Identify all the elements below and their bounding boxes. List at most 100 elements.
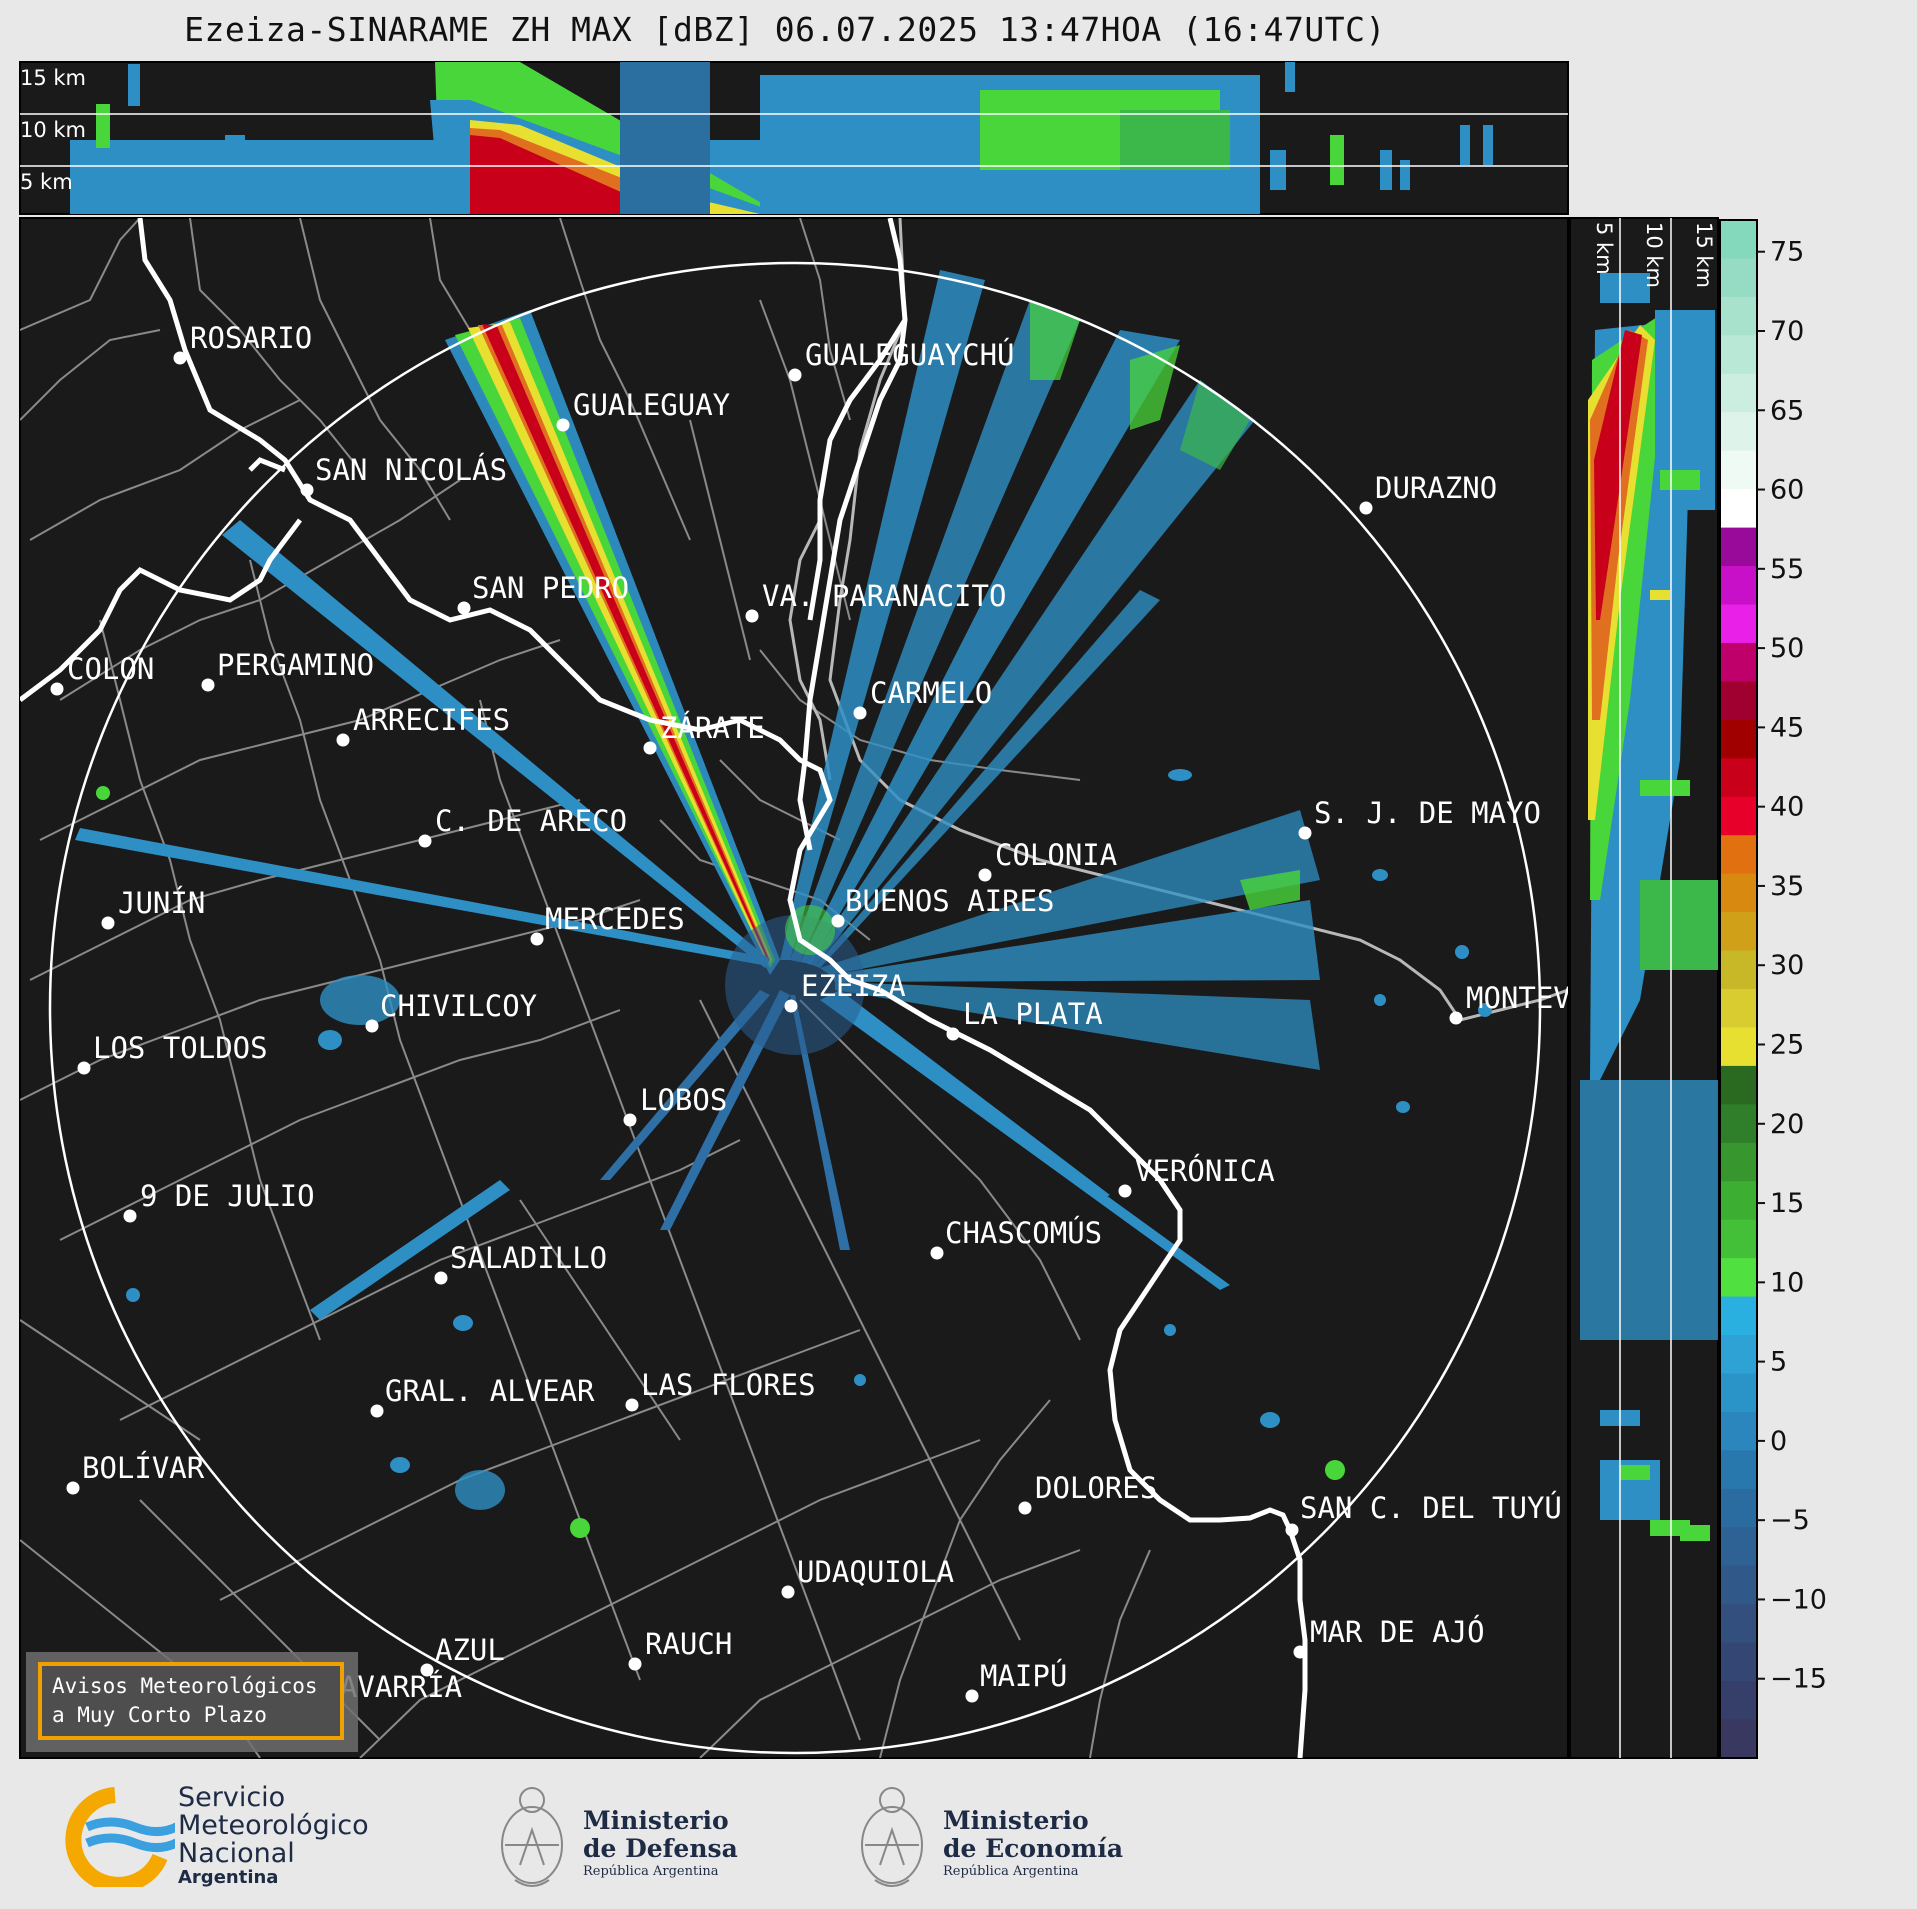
colorbar-segment [1720,1065,1757,1105]
city-label: VERÓNICA [1135,1154,1275,1188]
side-altitude-panel: 5 km 10 km 15 km [1569,217,1719,1759]
smn-line-1: Servicio [178,1782,286,1813]
city-label: BOLÍVAR [82,1451,205,1485]
city-marker [365,1019,379,1033]
coast-line [828,218,1568,1022]
colorbar-segment [1720,642,1757,682]
notice-line-2: a Muy Corto Plazo [52,1703,267,1727]
page-title: Ezeiza-SINARAME ZH MAX [dBZ] 06.07.2025 … [184,10,1386,49]
colorbar-segment [1720,1335,1757,1375]
city-marker [556,418,570,432]
city-label: LAS FLORES [641,1368,816,1402]
side-alt-label-5: 5 km [1592,222,1616,275]
colorbar-tick-label: −10 [1770,1584,1827,1615]
city-marker [77,1061,91,1075]
defensa-line-2: de Defensa [583,1834,738,1863]
colorbar-segment [1720,220,1757,260]
radar-figure: 15 km 10 km 5 km [19,61,1827,1759]
economia-shield-icon [861,1787,923,1887]
colorbar-tick-label: 10 [1770,1267,1804,1298]
city-label: S. J. DE MAYO [1314,796,1541,830]
colorbar-tick-label: 60 [1770,475,1804,506]
city-label: JUNÍN [118,886,205,920]
city-marker [643,741,657,755]
city-label: CHIVILCOY [380,989,537,1023]
side-alt-label-15: 15 km [1692,222,1716,288]
city-label: LOS TOLDOS [93,1031,268,1065]
colorbar-segment [1720,989,1757,1029]
colorbar-segment [1720,412,1757,452]
city-marker [625,1398,639,1412]
defensa-line-1: Ministerio [583,1806,729,1835]
city-marker [853,706,867,720]
city-marker [336,733,350,747]
city-marker [930,1246,944,1260]
city-label: C. DE ARECO [435,804,627,838]
defensa-name: Ministerio de Defensa República Argentin… [583,1807,738,1881]
city-marker [123,1209,137,1223]
colorbar-segment [1720,1373,1757,1413]
city-marker [530,932,544,946]
province-borders [20,218,1308,1758]
economia-line-3: República Argentina [943,1864,1079,1879]
colorbar-tick-label: 55 [1770,554,1804,585]
colorbar-segment [1720,719,1757,759]
city-label: LOBOS [640,1083,727,1117]
city-label: SAN C. DEL TUYÚ [1300,1491,1562,1525]
colorbar-tick-label: −15 [1770,1664,1827,1695]
city-label: CARMELO [870,676,992,710]
city-marker [781,1585,795,1599]
colorbar-segment [1720,1296,1757,1336]
city-label: UDAQUIOLA [797,1555,954,1589]
city-label: ZÁRATE [660,711,765,745]
colorbar-tick-label: −5 [1770,1505,1810,1536]
defensa-shield-icon [501,1787,563,1887]
city-label: AZUL [435,1633,505,1667]
colorbar-segment [1720,950,1757,990]
smn-line-4: Argentina [178,1867,279,1888]
colorbar-tick-label: 0 [1770,1426,1787,1457]
city-label: MAR DE AJÓ [1310,1615,1485,1649]
city-label: MONTEV [1466,981,1571,1015]
colorbar-segment [1720,1258,1757,1298]
colorbar-segments [1720,220,1757,1759]
colorbar-segment [1720,489,1757,529]
city-label: ARRECIFES [353,703,510,737]
city-label: 9 DE JULIO [140,1179,315,1213]
city-marker [434,1271,448,1285]
city-label: DURAZNO [1375,471,1497,505]
colorbar-tick-label: 70 [1770,316,1804,347]
colorbar-tick-label: 35 [1770,871,1804,902]
colorbar-segment [1720,1450,1757,1490]
colorbar-tick-label: 40 [1770,792,1804,823]
top-alt-label-5: 5 km [20,170,73,194]
city-label: COLONIA [995,838,1117,872]
city-label: ROSARIO [190,321,312,355]
city-markers: ROSARIO GUALEGUAYCHÚ GUALEGUAY SAN NICOLÁS D… [50,321,1571,1716]
city-marker [50,682,64,696]
city-marker [831,914,845,928]
colorbar-segment [1720,835,1757,875]
city-label: VA. PARANACITO [762,579,1006,613]
city-label: GUALEGUAYCHÚ [805,338,1015,372]
city-marker [101,916,115,930]
notice-box[interactable]: Avisos Meteorológicos a Muy Corto Plazo [38,1662,344,1740]
city-label: LA PLATA [963,997,1103,1031]
city-marker [788,368,802,382]
colorbar-segment [1720,1219,1757,1259]
city-marker [1285,1523,1299,1537]
colorbar-tick-label: 5 [1770,1347,1787,1378]
range-ring [48,261,1542,1755]
colorbar-segment [1720,1604,1757,1644]
city-marker [1298,826,1312,840]
city-label: SAN PEDRO [472,571,629,605]
colorbar-segment [1720,258,1757,298]
colorbar-segment [1720,873,1757,913]
smn-line-3: Nacional [178,1838,295,1869]
colorbar-segment [1720,1565,1757,1605]
colorbar-segment [1720,1142,1757,1182]
city-label: DOLORES [1035,1471,1157,1505]
city-marker [628,1657,642,1671]
